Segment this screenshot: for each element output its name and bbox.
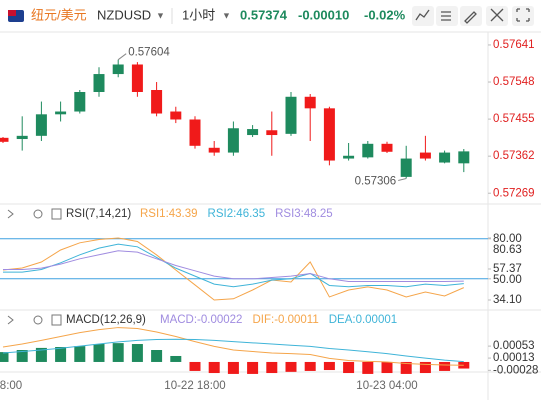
toolbar[interactable] xyxy=(412,6,534,26)
histogram-bar xyxy=(16,350,28,362)
candle-body xyxy=(131,64,143,92)
legend-entry: RSI2:46.35 xyxy=(208,208,266,220)
candle-body xyxy=(362,143,374,158)
y-tick-label: 80.63 xyxy=(493,244,522,256)
histogram-bar xyxy=(419,361,431,374)
change-pct: -0.02% xyxy=(364,7,406,22)
dropdown[interactable]: ▼ xyxy=(222,10,231,20)
legend-entry: MACD:-0.00022 xyxy=(160,314,242,326)
histogram-bar xyxy=(247,361,259,374)
candle-body xyxy=(151,90,163,114)
candle-body xyxy=(381,143,393,152)
y-tick-label: -0.00028 xyxy=(493,364,538,376)
annotation-leader xyxy=(117,53,127,61)
price: 0.57374 xyxy=(240,7,288,22)
candle-body xyxy=(55,111,67,115)
histogram-bar xyxy=(439,361,451,371)
y-tick-label: 0.00053 xyxy=(493,340,535,352)
candle-body xyxy=(170,111,182,120)
y-tick-label: 50.00 xyxy=(493,274,522,286)
legend-entry: RSI1:43.39 xyxy=(140,208,198,220)
candle-body xyxy=(343,155,355,159)
x-tick-label: 2 08:00 xyxy=(0,380,22,392)
candle-body xyxy=(247,129,259,136)
y-tick-label: 0.57641 xyxy=(493,39,535,51)
histogram-bar xyxy=(208,361,220,374)
y-tick-label: 0.57455 xyxy=(493,113,535,125)
histogram-bar xyxy=(0,352,9,362)
candle-body xyxy=(419,152,431,159)
candle-body xyxy=(227,128,239,153)
histogram-bar xyxy=(381,361,393,374)
line xyxy=(3,250,464,282)
histogram-bar xyxy=(55,347,67,362)
candle-body xyxy=(112,64,124,75)
annotation: 0.57306 xyxy=(355,176,397,188)
annotation-leader xyxy=(398,177,407,181)
line xyxy=(2,338,464,363)
histogram-bar xyxy=(227,361,239,374)
candle-body xyxy=(439,152,451,163)
histogram-bar xyxy=(189,361,201,371)
annotation: 0.57604 xyxy=(128,47,170,59)
line xyxy=(2,237,465,301)
line xyxy=(3,243,464,288)
macd-title: MACD(12,26,9) xyxy=(66,314,146,326)
candle-body xyxy=(0,137,9,142)
histogram-bar xyxy=(323,361,335,371)
histogram-bar xyxy=(151,350,163,362)
histogram-bar xyxy=(170,355,182,362)
pair-cn[interactable]: 纽元/美元 xyxy=(31,7,87,22)
y-tick-label: 34.10 xyxy=(493,294,522,306)
x-tick-label: 10-23 04:00 xyxy=(356,380,417,392)
interval[interactable]: 1小时 xyxy=(182,7,215,22)
histogram-bar xyxy=(74,346,86,362)
histogram-bar xyxy=(304,361,316,371)
histogram-bar xyxy=(285,361,297,372)
histogram-bar xyxy=(112,343,124,362)
legend-entry: DIF:-0.00011 xyxy=(252,314,318,326)
candle-body xyxy=(323,108,335,161)
candle-body xyxy=(16,135,28,140)
y-tick-label: 0.57548 xyxy=(493,76,535,88)
candle-body xyxy=(208,147,220,153)
legend-entry: RSI3:48.25 xyxy=(275,208,333,220)
candle-body xyxy=(35,114,47,136)
candle-body xyxy=(189,119,201,146)
line xyxy=(2,327,464,366)
histogram-bar xyxy=(400,361,412,374)
histogram-bar xyxy=(343,361,355,374)
change: -0.00010 xyxy=(298,7,349,22)
histogram-bar xyxy=(362,361,374,374)
candle-body xyxy=(93,74,105,92)
symbol[interactable]: NZDUSD xyxy=(97,7,151,22)
y-tick-label: 57.37 xyxy=(493,263,522,275)
y-tick-label: 0.57362 xyxy=(493,150,535,162)
candle-body xyxy=(304,96,316,109)
y-tick-label: 0.00013 xyxy=(493,352,535,364)
flag xyxy=(8,10,24,22)
candle-body xyxy=(400,158,412,177)
legend-entry: DEA:0.00001 xyxy=(329,314,397,326)
histogram-bar xyxy=(131,344,143,362)
candle-body xyxy=(74,91,86,112)
y-tick-label: 0.57269 xyxy=(493,187,535,199)
histogram-bar xyxy=(93,344,105,362)
dropdown[interactable]: ▼ xyxy=(156,10,165,20)
rsi-title: RSI(7,14,21) xyxy=(66,208,131,220)
candle-body xyxy=(458,151,470,164)
candle-body xyxy=(285,96,297,134)
x-tick-label: 10-22 18:00 xyxy=(164,380,225,392)
histogram-bar xyxy=(35,347,47,362)
y-tick-label: 80.00 xyxy=(493,233,522,245)
histogram-bar xyxy=(266,361,278,374)
candle-body xyxy=(266,130,278,136)
panel-icons[interactable] xyxy=(7,208,62,326)
